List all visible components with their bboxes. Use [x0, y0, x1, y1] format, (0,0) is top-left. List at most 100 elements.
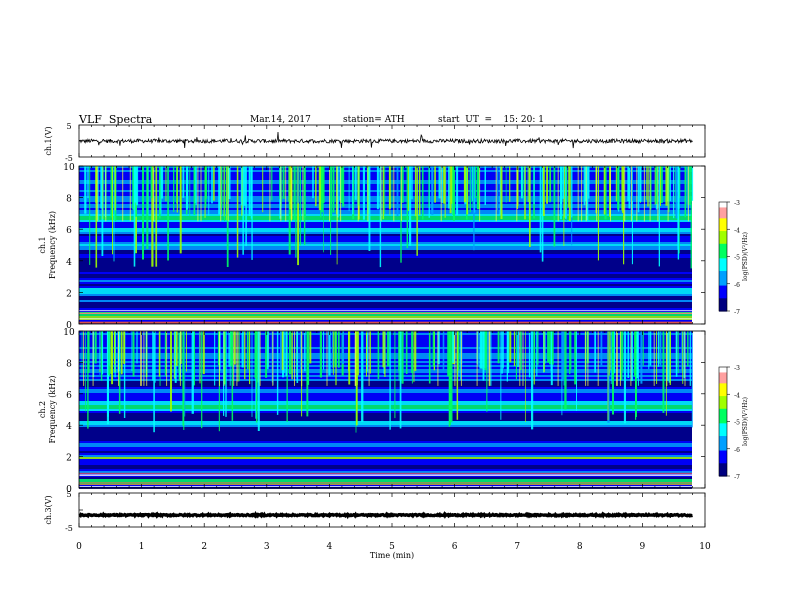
waveform-line [78, 131, 693, 149]
sferic-streak [198, 331, 200, 380]
sferic-streak [624, 166, 626, 222]
sferic-streak [609, 331, 611, 371]
sferic-streak [607, 331, 609, 420]
sferic-streak [120, 331, 123, 375]
sferic-streak [418, 166, 421, 216]
sferic-streak [328, 331, 331, 376]
spectrogram-row [79, 214, 692, 216]
sferic-streak [533, 166, 535, 205]
sferic-streak [118, 331, 121, 414]
sferic-streak [568, 166, 571, 221]
sferic-streak [218, 166, 221, 215]
sferic-streak [318, 166, 321, 211]
sferic-streak [251, 166, 253, 260]
ch3-waveform-panel: 5 -5 ch.3(V) [44, 490, 706, 533]
sferic-streak [243, 166, 246, 206]
colorbar-step [719, 225, 727, 229]
colorbar-step [719, 417, 727, 421]
panel-frame [78, 124, 706, 158]
x-tick-label: 9 [640, 542, 646, 552]
sferic-streak [398, 331, 400, 381]
sferic-streak [631, 331, 633, 381]
colorbar-step [719, 428, 727, 432]
sferic-streak [154, 331, 156, 383]
spectrogram-row [79, 453, 692, 455]
sferic-streak [509, 331, 512, 363]
spectrogram-row [79, 272, 692, 274]
sferic-streak [460, 331, 462, 380]
sferic-streak [291, 331, 293, 380]
sferic-streak [242, 166, 244, 255]
colorbar-step [719, 260, 727, 263]
sferic-streak [131, 331, 133, 372]
sferic-streak [505, 166, 507, 203]
sferic-streak [193, 166, 196, 216]
colorbar-label: log(PSD)(V²/Hz) [742, 232, 749, 281]
sferic-streak [265, 331, 268, 378]
sferic-streak [182, 166, 185, 198]
sferic-streak [437, 331, 439, 386]
sferic-streak [85, 331, 86, 412]
sferic-streak [329, 166, 330, 222]
sferic-streak [336, 166, 338, 222]
sferic-streak [539, 166, 542, 253]
sferic-streak [673, 166, 675, 219]
colorbar-step [719, 430, 727, 433]
sferic-streak [400, 166, 402, 222]
colorbar-step [719, 216, 727, 219]
sferic-streak [384, 331, 386, 377]
spectrogram-row [79, 298, 692, 300]
colorbar-step [719, 406, 727, 410]
x-axis-label: Time (min) [370, 551, 414, 560]
sferic-streak [101, 166, 104, 256]
spectrogram-row [79, 186, 692, 188]
sferic-streak [280, 331, 282, 374]
sferic-streak [600, 331, 603, 366]
colorbar-step [719, 472, 727, 475]
sferic-streak [636, 331, 639, 379]
sferic-streak [414, 166, 417, 217]
y-tick-label: 6 [66, 391, 72, 401]
colorbar-step [719, 463, 727, 466]
sferic-streak [178, 331, 180, 371]
sferic-streak [623, 166, 625, 265]
sferic-streak [422, 166, 424, 220]
sferic-streak [563, 166, 565, 246]
sferic-streak [368, 331, 370, 386]
sferic-streak [240, 166, 242, 206]
sferic-streak [487, 331, 490, 370]
sferic-streak [566, 166, 568, 209]
sferic-streak [396, 166, 399, 217]
sferic-streak [231, 331, 234, 421]
sferic-streak [331, 331, 334, 368]
sferic-streak [357, 331, 359, 376]
y-tick-label: 0 [66, 321, 72, 331]
spectrogram-row [79, 393, 692, 395]
sferic-streak [294, 331, 295, 386]
sferic-streak [244, 331, 246, 380]
colorbar-tick-label: -3 [734, 200, 740, 207]
spectrogram-row [79, 226, 692, 228]
y-tick-label: 2 [66, 289, 72, 299]
sferic-streak [484, 331, 487, 370]
spectrogram-row [79, 427, 692, 429]
sferic-streak [150, 166, 153, 199]
sferic-streak [89, 166, 91, 265]
colorbar-step [719, 419, 727, 423]
sferic-streak [402, 166, 404, 203]
colorbar-step [719, 258, 727, 261]
ch1-colorbar: -3 -4 -5 -6 -7 log(PSD)(V²/Hz) [718, 200, 749, 316]
sferic-streak [142, 166, 144, 260]
sferic-streak [173, 166, 175, 212]
sferic-streak [301, 331, 303, 386]
sferic-streak [323, 166, 324, 253]
spectrogram-row [79, 288, 692, 290]
colorbar-tick-label: -5 [734, 255, 740, 262]
colorbar-tick-label: -6 [734, 282, 740, 289]
spectrogram-row [79, 457, 692, 459]
sferic-streak [249, 331, 251, 385]
sferic-streak [165, 166, 167, 202]
sferic-streak [276, 331, 279, 415]
sferic-streak [259, 331, 261, 386]
